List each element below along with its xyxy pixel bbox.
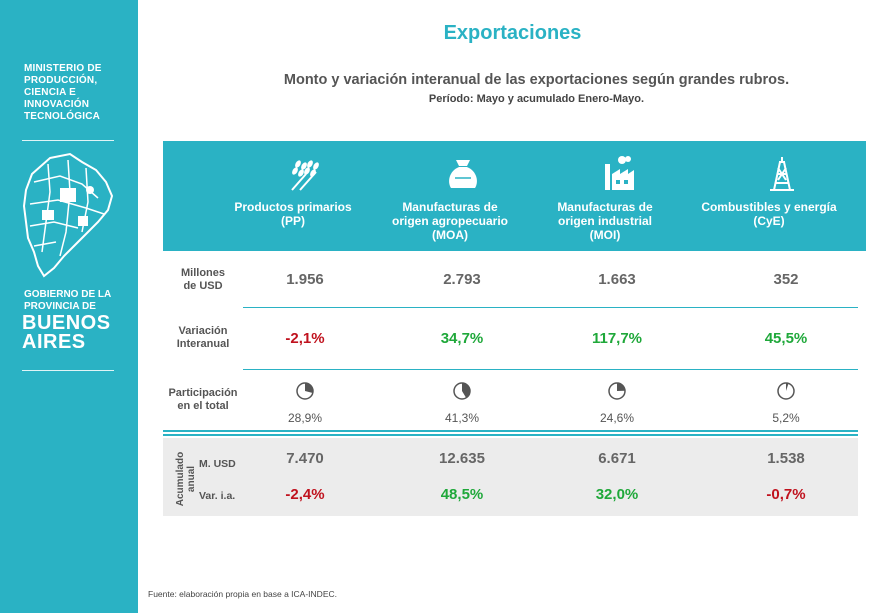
annual-musd-pp: 7.470 xyxy=(286,450,324,467)
sidebar-divider xyxy=(22,370,114,371)
annual-section xyxy=(163,438,858,516)
annual-var-pp: -2,4% xyxy=(285,486,325,503)
value-millones-moi: 1.663 xyxy=(598,271,636,288)
province-name: BUENOS AIRES xyxy=(22,312,111,353)
share-pp: 28,9% xyxy=(287,411,323,425)
value-variacion-moa: 34,7% xyxy=(440,330,484,347)
category-header: Productos primarios (PP) Manufacturas de… xyxy=(163,141,866,251)
share-slice xyxy=(462,383,470,398)
share-moi: 24,6% xyxy=(599,411,635,425)
row-label-participacion: Participación en el total xyxy=(168,387,238,412)
annual-var-moa: 48,5% xyxy=(440,486,484,503)
annual-musd-label: M. USD xyxy=(199,458,236,470)
annual-side-label: Acumulado anual xyxy=(175,451,197,507)
oil-rig-icon xyxy=(770,157,794,191)
value-millones-pp: 1.956 xyxy=(286,271,324,288)
value-millones-cye: 352 xyxy=(773,271,799,288)
source-footnote: Fuente: elaboración propia en base a ICA… xyxy=(148,589,337,599)
annual-var-moi: 32,0% xyxy=(595,486,639,503)
annual-musd-moi: 6.671 xyxy=(598,450,636,467)
sack-icon xyxy=(449,160,477,188)
share-slice xyxy=(786,383,789,391)
share-pie-moi xyxy=(608,382,626,400)
share-slice xyxy=(305,383,313,393)
share-pie-pp xyxy=(296,382,314,400)
share-slice xyxy=(617,383,625,391)
row-divider xyxy=(243,369,858,370)
category-label-pp: Productos primarios (PP) xyxy=(234,200,352,228)
sidebar: MINISTERIO DE PRODUCCIÓN, CIENCIA E INNO… xyxy=(0,0,138,613)
value-variacion-pp: -2,1% xyxy=(285,330,325,347)
share-moa: 41,3% xyxy=(444,411,480,425)
page-title: Exportaciones xyxy=(443,22,582,44)
row-divider xyxy=(243,307,858,308)
share-pie-moa xyxy=(453,382,471,400)
annual-var-cye: -0,7% xyxy=(766,486,806,503)
row-label-variacion: Variación Interanual xyxy=(176,325,230,350)
value-millones-moa: 2.793 xyxy=(443,271,481,288)
province-map-icon xyxy=(22,152,114,278)
factory-icon xyxy=(605,156,634,190)
value-variacion-cye: 45,5% xyxy=(764,330,808,347)
category-label-moa: Manufacturas de origen agropecuario (MOA… xyxy=(391,200,509,242)
category-label-cye: Combustibles y energía (CyE) xyxy=(701,200,837,228)
period-note: Período: Mayo y acumulado Enero-Mayo. xyxy=(428,93,645,105)
annual-var-label: Var. i.a. xyxy=(199,490,236,502)
ministry-name: MINISTERIO DE PRODUCCIÓN, CIENCIA E INNO… xyxy=(24,63,102,122)
section-divider xyxy=(163,434,858,436)
share-pie-cye xyxy=(777,382,795,400)
row-label-millones: Millones de USD xyxy=(180,267,225,292)
wheat-icon xyxy=(291,160,319,191)
sidebar-divider xyxy=(22,140,114,141)
share-cye: 5,2% xyxy=(772,411,800,425)
government-label: GOBIERNO DE LA PROVINCIA DE xyxy=(24,289,112,312)
value-variacion-moi: 117,7% xyxy=(591,330,643,347)
annual-musd-moa: 12.635 xyxy=(439,450,485,467)
section-divider xyxy=(163,430,858,432)
table-subtitle: Monto y variación interanual de las expo… xyxy=(283,72,790,88)
category-label-moi: Manufacturas de origen industrial (MOI) xyxy=(557,200,653,242)
annual-musd-cye: 1.538 xyxy=(767,450,805,467)
